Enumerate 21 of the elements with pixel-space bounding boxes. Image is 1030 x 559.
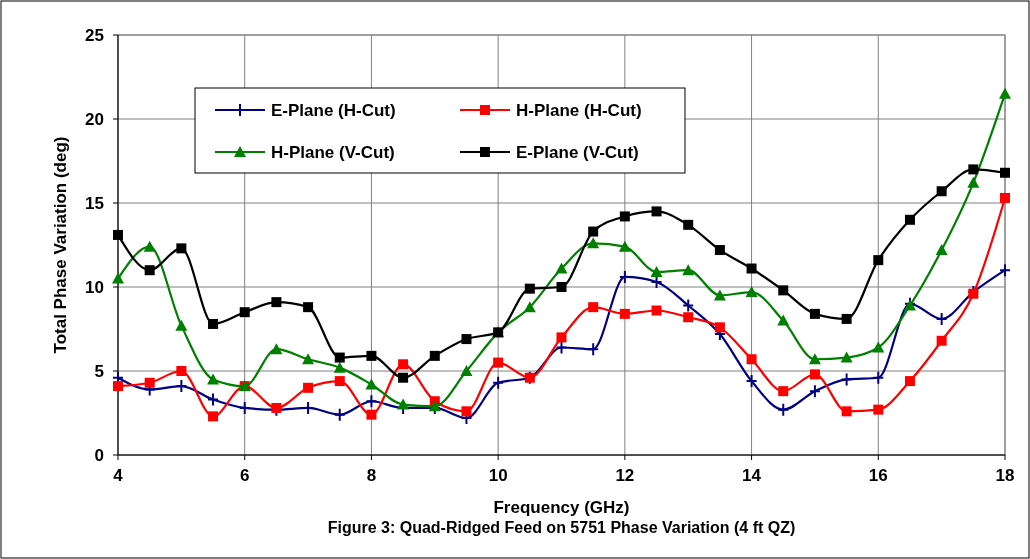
x-tick-label: 18 (995, 466, 1015, 485)
legend-label: E-Plane (H-Cut) (271, 101, 396, 120)
y-axis-title: Total Phase Variation (deg) (51, 136, 70, 354)
y-tick-label: 15 (85, 194, 104, 213)
x-tick-label: 8 (366, 466, 377, 485)
x-axis-title: Frequency (GHz) (493, 498, 630, 517)
y-tick-label: 5 (94, 362, 104, 381)
legend-label: E-Plane (V-Cut) (516, 143, 639, 162)
x-tick-label: 14 (742, 466, 762, 485)
x-tick-label: 6 (239, 466, 250, 485)
y-tick-label: 10 (85, 278, 104, 297)
x-tick-label: 12 (615, 466, 635, 485)
x-tick-label: 4 (113, 466, 124, 485)
y-tick-label: 0 (94, 446, 104, 465)
x-tick-label: 10 (488, 466, 508, 485)
y-tick-label: 25 (85, 26, 104, 45)
legend-label: H-Plane (V-Cut) (271, 143, 395, 162)
y-tick-label: 20 (85, 110, 104, 129)
legend-label: H-Plane (H-Cut) (516, 101, 642, 120)
x-tick-label: 16 (868, 466, 888, 485)
caption: Figure 3: Quad-Ridged Feed on 5751 Phase Variation (4 ft QZ) (327, 519, 796, 536)
